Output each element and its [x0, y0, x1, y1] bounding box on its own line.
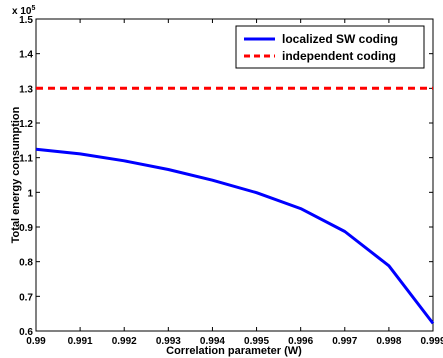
series-line-localized — [35, 147, 435, 325]
y-tick-label: 1 — [27, 188, 33, 199]
x-axis-ticks: 0.99 0.991 0.992 0.993 0.994 0.995 0.996 0.997 0… — [26, 19, 443, 347]
legend: localized SW coding independent coding — [235, 25, 425, 69]
x-tick-label: 0.995 — [244, 336, 269, 347]
x-tick-label: 0.992 — [112, 336, 137, 347]
y-tick-label: 1.3 — [19, 84, 33, 95]
series-layer — [35, 86, 435, 325]
y-axis-exponent: x 105 — [12, 5, 35, 17]
x-tick-label: 0.99 — [26, 336, 46, 347]
y-tick-label: 0.8 — [19, 258, 33, 269]
x-tick-label: 0.998 — [376, 336, 401, 347]
y-tick-label: 0.9 — [19, 223, 33, 234]
y-tick-label: 1.1 — [19, 154, 33, 165]
x-axis-label: Correlation parameter (W) — [166, 345, 302, 357]
y-exponent-base: x 10 — [12, 6, 32, 17]
y-tick-label: 1.5 — [19, 15, 33, 26]
legend-label-independent: independent coding — [282, 49, 396, 63]
legend-box — [235, 25, 425, 69]
y-axis-label: Total energy consumption — [10, 106, 22, 243]
x-tick-label: 0.991 — [68, 336, 93, 347]
y-tick-label: 1.4 — [19, 50, 33, 61]
x-tick-label: 0.999 — [420, 336, 443, 347]
y-exponent-power: 5 — [31, 5, 35, 12]
x-tick-label: 0.996 — [288, 336, 313, 347]
y-tick-label: 0.7 — [19, 292, 33, 303]
y-axis-ticks: 0.6 0.7 0.8 0.9 1 1.1 1.2 1.3 1.4 1.5 — [19, 15, 433, 338]
x-tick-label: 0.993 — [156, 336, 181, 347]
legend-label-localized: localized SW coding — [282, 32, 398, 46]
y-tick-label: 0.6 — [19, 327, 33, 338]
x-tick-label: 0.997 — [332, 336, 357, 347]
y-tick-label: 1.2 — [19, 119, 33, 130]
plot-area — [35, 18, 434, 332]
x-tick-label: 0.994 — [200, 336, 225, 347]
